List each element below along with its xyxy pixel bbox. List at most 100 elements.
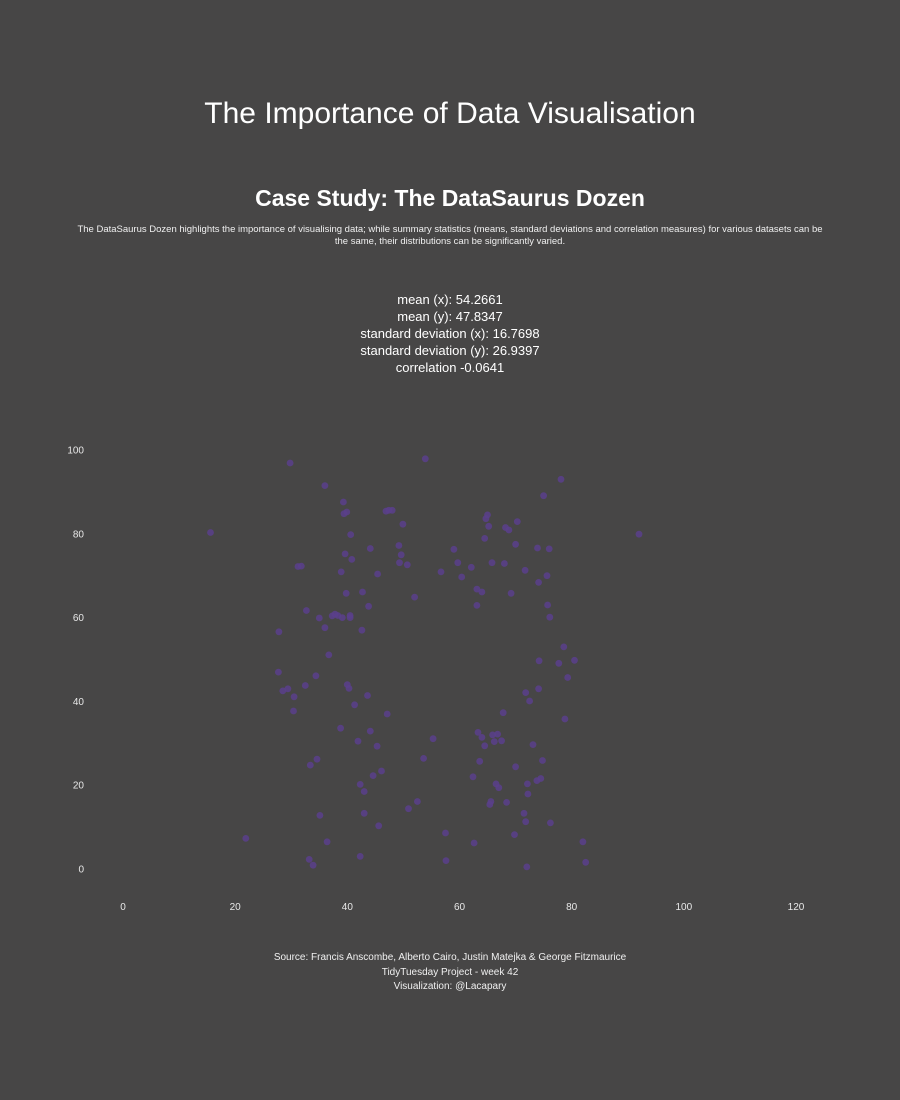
scatter-point [511,831,518,838]
scatter-point [476,757,484,765]
scatter-point [242,835,250,842]
scatter-point [338,614,346,621]
scatter-point [396,559,403,567]
scatter-point [284,685,292,693]
scatter-point [346,612,354,619]
scatter-point [309,861,317,869]
scatter-point [512,763,519,771]
caption-project: TidyTuesday Project - week 42 [381,966,519,978]
scatter-point [467,563,475,571]
x-axis-ticks: 0 20 40 60 80 100 120 [120,902,805,913]
scatter-point [535,685,542,693]
scatter-point [524,780,531,788]
scatter-point [395,542,403,549]
scatter-point [321,624,329,632]
scatter-point [378,767,385,775]
scatter-point [360,809,368,817]
page-title: The Importance of Data Visualisation [204,97,696,130]
stat-correlation: correlation -0.0641 [395,360,505,375]
scatter-point [351,701,358,709]
scatter-point [403,561,411,569]
scatter-point [564,674,572,681]
x-tick-label: 120 [788,902,805,913]
scatter-point [560,643,568,651]
stat-mean-y: mean (y): 47.8347 [397,309,503,324]
y-tick-label: 20 [73,781,85,792]
scatter-point [374,570,381,578]
scatter-point [345,685,353,692]
scatter-point [316,812,324,819]
scatter-point [315,614,323,622]
scatter-point [207,529,214,536]
scatter-point [547,819,554,827]
scatter-point [411,593,418,601]
scatter-point [421,455,429,463]
scatter-point [341,550,349,558]
caption-source: Source: Francis Anscombe, Alberto Cairo,… [273,952,627,963]
scatter-point [366,727,374,735]
scatter-point [279,687,287,695]
scatter-point [513,518,521,525]
scatter-point [539,757,546,764]
scatter-point [399,520,407,528]
x-tick-label: 20 [230,902,242,913]
x-tick-label: 60 [454,902,466,913]
scatter-plot: 0 20 40 60 80 100 0 20 40 60 80 100 120 [67,446,805,914]
scatter-point [488,559,496,567]
scatter-point [301,682,309,689]
scatter-point [321,482,329,489]
scatter-point [442,857,450,864]
scatter-point [526,697,533,705]
scatter-point [342,589,350,597]
scatter-point [521,566,529,574]
scatter-point [529,741,537,748]
scatter-point [582,858,590,866]
scatter-point [347,531,355,538]
scatter-point [323,838,331,846]
stat-mean-x: mean (x): 54.2661 [397,292,503,307]
scatter-point [313,755,321,763]
y-tick-label: 60 [73,613,85,624]
scatter-point [523,863,531,871]
scatter-point [356,781,364,788]
summary-statistics: mean (x): 54.2661 mean (y): 47.8347 stan… [0,291,900,376]
caption-author: Visualization: @Lacapary [393,981,507,992]
scatter-point [499,709,507,717]
scatter-point [487,798,495,805]
scatter-point [473,602,481,609]
scatter-point [405,805,412,813]
scatter-point [354,737,362,745]
scatter-point [524,790,532,798]
scatter-point [520,809,528,817]
scatter-point [498,737,505,745]
scatter-point [364,692,371,699]
scatter-point [337,568,345,576]
scatter-point [557,475,565,483]
scatter-point [544,601,551,609]
scatter-point [512,540,519,548]
scatter-point [537,775,545,782]
scatter-point [365,602,372,610]
scatter-point [481,742,489,750]
scatter-point [305,856,313,863]
scatter-point [635,530,643,538]
scatter-point [340,498,347,506]
y-tick-label: 40 [73,697,85,708]
y-tick-label: 100 [67,446,84,457]
scatter-point [437,568,445,576]
scatter-point [312,672,320,680]
scatter-point [485,522,493,530]
scatter-point [290,693,298,701]
scatter-point [454,559,462,567]
scatter-point [306,761,314,769]
scatter-point [359,588,366,596]
scatter-point [458,573,466,581]
stat-sd-y: standard deviation (y): 26.9397 [360,343,540,358]
scatter-point [297,562,305,570]
scatter-point [494,730,501,738]
stat-sd-x: standard deviation (x): 16.7698 [360,326,540,341]
y-axis-ticks: 0 20 40 60 80 100 [67,446,84,876]
scatter-point [571,656,578,664]
scatter-point [420,755,427,762]
scatter-point [561,715,569,723]
